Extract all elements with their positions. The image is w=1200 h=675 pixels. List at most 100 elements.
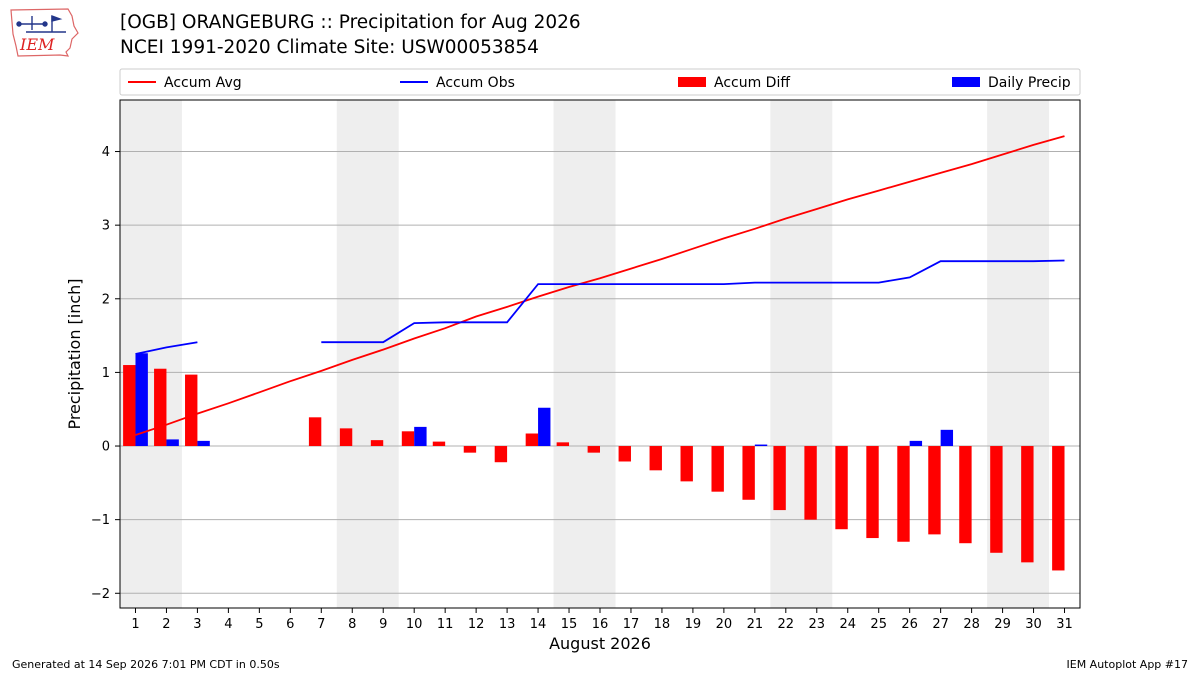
- chart-subtitle: NCEI 1991-2020 Climate Site: USW00053854: [120, 37, 539, 58]
- y-tick-label: 3: [102, 219, 110, 234]
- legend-label: Accum Avg: [164, 75, 242, 91]
- generated-timestamp: Generated at 14 Sep 2026 7:01 PM CDT in …: [12, 658, 280, 671]
- iowa-outline-icon: [10, 8, 79, 57]
- x-tick-label: 20: [716, 617, 733, 632]
- accum-diff-bar: [1021, 446, 1034, 563]
- legend: Accum Avg Accum Obs Accum Diff Daily Precip: [119, 68, 1081, 96]
- x-tick-label: 2: [162, 617, 170, 632]
- daily-precip-bar: [538, 407, 551, 447]
- chart-title: [OGB] ORANGEBURG :: Precipitation for Au…: [120, 12, 581, 33]
- x-tick-label: 25: [870, 617, 887, 632]
- accum-diff-bar: [308, 417, 322, 447]
- legend-box: [119, 68, 1081, 96]
- accum-diff-bar: [123, 365, 136, 447]
- accum-diff-bar: [556, 442, 570, 447]
- x-tick-label: 13: [499, 617, 516, 632]
- x-tick-label: 21: [747, 617, 764, 632]
- y-axis-label: Precipitation [inch]: [65, 278, 84, 429]
- x-tick-label: 26: [901, 617, 918, 632]
- x-tick-label: 12: [468, 617, 485, 632]
- x-tick-label: 5: [255, 617, 263, 632]
- legend-label: Accum Diff: [714, 75, 790, 91]
- accum-diff-bar: [680, 446, 693, 482]
- accum-diff-bar: [339, 428, 353, 447]
- accum-diff-bar: [154, 368, 167, 447]
- x-tick-label: 19: [685, 617, 702, 632]
- x-tick-label: 30: [1025, 617, 1042, 632]
- x-axis-label: August 2026: [549, 634, 651, 653]
- x-tick-label: 10: [406, 617, 423, 632]
- x-tick-label: 23: [809, 617, 826, 632]
- x-tick-label: 4: [224, 617, 232, 632]
- x-tick-label: 27: [932, 617, 949, 632]
- accum-diff-bars: [123, 365, 1065, 571]
- accum-lines: [135, 135, 1065, 436]
- x-tick-label: 29: [994, 617, 1011, 632]
- accum-diff-bar: [649, 446, 662, 471]
- daily-precip-bar: [940, 429, 954, 447]
- x-tick-label: 16: [592, 617, 609, 632]
- x-tick-label: 9: [379, 617, 387, 632]
- accum-diff-bar: [401, 431, 415, 447]
- app-id: IEM Autoplot App #17: [1066, 658, 1189, 671]
- logo-text: IEM: [19, 35, 55, 54]
- x-tick-label: 1: [131, 617, 139, 632]
- accum-diff-bar: [463, 446, 477, 453]
- iem-logo: IEM: [10, 8, 79, 57]
- accum-diff-bar: [370, 440, 384, 447]
- accum-diff-bar: [525, 433, 539, 447]
- x-tick-label: 22: [778, 617, 795, 632]
- weekend-band: [770, 100, 833, 608]
- accum-diff-bar: [897, 446, 910, 542]
- accum-diff-bar: [587, 446, 600, 453]
- accum-diff-bar: [494, 446, 508, 463]
- legend-label: Daily Precip: [988, 75, 1071, 91]
- accum-diff-bar: [711, 446, 724, 492]
- weekend-band: [120, 100, 182, 608]
- x-tick-label: 6: [286, 617, 294, 632]
- accum-diff-bar: [742, 446, 755, 500]
- daily-precip-bar: [414, 426, 427, 447]
- accum-diff-bar: [618, 446, 631, 462]
- x-tick-label: 24: [839, 617, 856, 632]
- legend-label: Accum Obs: [436, 75, 515, 91]
- accum-diff-bar: [990, 446, 1003, 553]
- accum-obs-line: [135, 259, 1065, 355]
- accum-diff-bar: [185, 374, 198, 447]
- accum-diff-bar: [804, 446, 817, 520]
- accum-diff-bar: [959, 446, 972, 544]
- y-tick-label: 2: [102, 292, 110, 307]
- x-tick-label: 18: [654, 617, 671, 632]
- y-tick-label: −2: [91, 587, 110, 602]
- accum-diff-bar: [928, 446, 941, 535]
- legend-swatch: [678, 77, 706, 87]
- daily-precip-bar: [135, 353, 148, 447]
- x-tick-label: 31: [1056, 617, 1073, 632]
- x-tick-label: 3: [193, 617, 201, 632]
- x-tick-label: 15: [561, 617, 578, 632]
- y-axis-ticks: −2 −1 0 1 2 3 4: [91, 145, 120, 602]
- x-tick-label: 28: [963, 617, 980, 632]
- accum-diff-bar: [1052, 446, 1065, 571]
- x-tick-label: 14: [530, 617, 547, 632]
- y-tick-label: 4: [102, 145, 110, 160]
- weather-instruments-icon: [16, 14, 66, 33]
- daily-precip-bars: [135, 353, 954, 447]
- y-tick-label: 0: [102, 440, 110, 455]
- daily-precip-bar: [909, 440, 923, 447]
- y-tick-label: 1: [102, 366, 110, 381]
- accum-avg-line: [135, 135, 1065, 436]
- daily-precip-bar: [166, 439, 179, 447]
- x-tick-label: 11: [437, 617, 454, 632]
- x-tick-label: 7: [317, 617, 325, 632]
- x-axis-ticks: 1 2 3 4 5 6 7 8 9 10 11 12 13 14 15 16 17 18 19 20 21 22 23 24 2…: [131, 608, 1073, 632]
- accum-diff-bar: [432, 441, 446, 447]
- daily-precip-bar: [754, 444, 768, 447]
- y-tick-label: −1: [91, 513, 110, 528]
- x-tick-label: 17: [623, 617, 640, 632]
- accum-diff-bar: [835, 446, 848, 530]
- accum-diff-bar: [866, 446, 879, 539]
- legend-swatch: [952, 77, 980, 87]
- x-tick-label: 8: [348, 617, 356, 632]
